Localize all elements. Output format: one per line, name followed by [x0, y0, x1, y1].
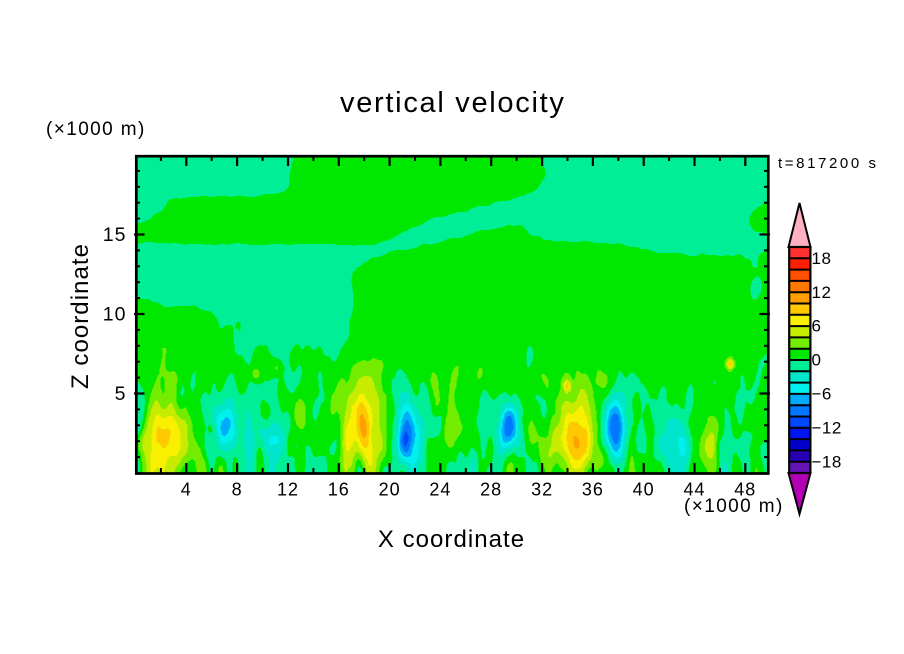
svg-text:Z coordinate: Z coordinate [67, 243, 94, 389]
svg-text:(×1000 m): (×1000 m) [684, 496, 784, 517]
svg-text:X coordinate: X coordinate [378, 526, 525, 553]
svg-text:40: 40 [633, 480, 655, 500]
svg-text:8: 8 [232, 480, 243, 500]
svg-text:16: 16 [328, 480, 350, 500]
svg-text:(×1000 m): (×1000 m) [46, 119, 146, 140]
svg-text:44: 44 [683, 480, 705, 500]
svg-text:24: 24 [429, 480, 451, 500]
svg-text:4: 4 [181, 480, 192, 500]
svg-text:6: 6 [812, 317, 822, 336]
svg-text:15: 15 [103, 224, 127, 246]
svg-text:t=817200 s: t=817200 s [778, 155, 879, 172]
svg-text:10: 10 [103, 303, 127, 325]
svg-text:−12: −12 [812, 418, 842, 437]
svg-text:vertical velocity: vertical velocity [340, 87, 566, 119]
svg-text:−6: −6 [812, 385, 832, 404]
svg-text:28: 28 [480, 480, 502, 500]
svg-text:−18: −18 [812, 452, 842, 471]
svg-text:48: 48 [734, 480, 756, 500]
svg-text:0: 0 [812, 351, 822, 370]
svg-text:12: 12 [812, 283, 832, 302]
svg-text:5: 5 [115, 383, 127, 405]
svg-text:32: 32 [531, 480, 553, 500]
svg-text:12: 12 [277, 480, 299, 500]
svg-text:20: 20 [379, 480, 401, 500]
svg-text:18: 18 [812, 249, 832, 268]
svg-text:36: 36 [582, 480, 604, 500]
